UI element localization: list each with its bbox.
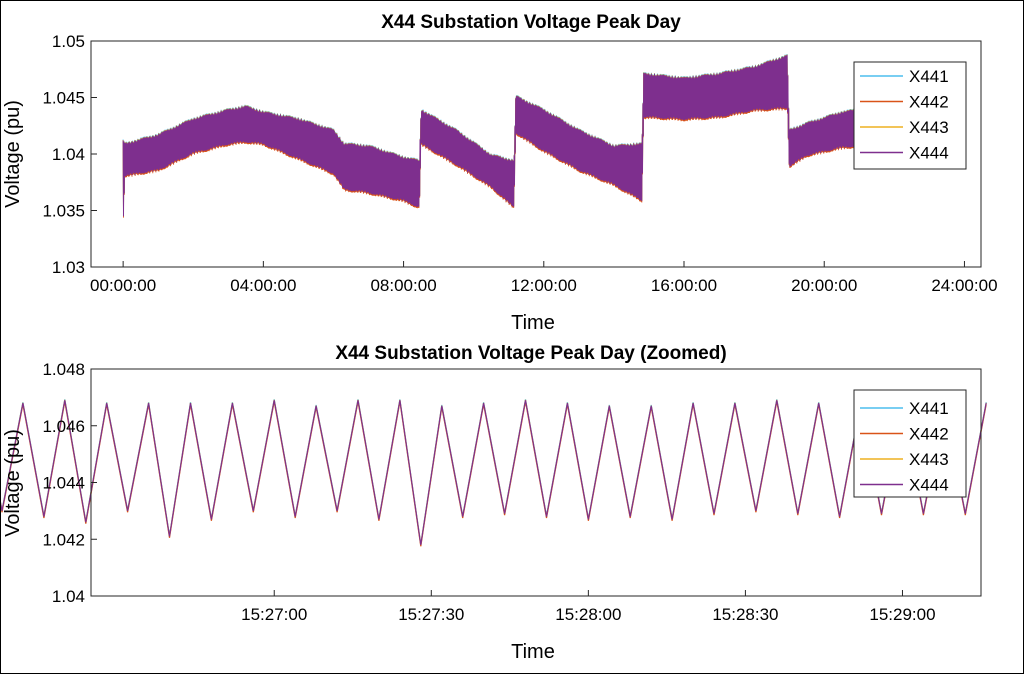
x-tick-label: 12:00:00: [511, 276, 577, 295]
chart-bottom-legend: X441 X442 X443 X444: [853, 389, 967, 498]
chart-bottom-x-ticks: 15:27:00 15:27:30 15:28:00 15:28:30 15:29:00: [241, 590, 936, 624]
x-tick-label: 20:00:00: [791, 276, 857, 295]
chart-top-x-label: Time: [511, 312, 555, 334]
series-line-X441: [0, 399, 987, 545]
chart-bottom-series: [0, 399, 987, 547]
chart-bottom-y-label: Voltage (pu): [2, 429, 24, 537]
chart-top-y-label: Voltage (pu): [2, 100, 24, 208]
x-tick-label: 15:29:00: [869, 605, 935, 624]
x-tick-label: 15:27:30: [398, 605, 464, 624]
chart-top-x-ticks: 00:00:00 04:00:00 08:00:00 12:00:00 16:00:00…: [90, 261, 998, 295]
legend-label: X444: [909, 476, 949, 495]
chart-top-axes-box: [90, 40, 982, 268]
x-tick-label: 04:00:00: [230, 276, 296, 295]
x-tick-label: 15:28:00: [555, 605, 621, 624]
y-tick-label: 1.046: [42, 417, 85, 436]
legend-label: X441: [909, 67, 949, 86]
chart-top-legend-box: [853, 61, 967, 170]
chart-top-legend: X441 X442 X443 X444: [853, 61, 967, 170]
chart-bottom: X44 Substation Voltage Peak Day (Zoomed)…: [0, 343, 987, 663]
x-tick-label: 24:00:00: [931, 276, 997, 295]
y-tick-label: 1.05: [52, 32, 85, 51]
chart-top-series: [122, 53, 895, 218]
chart-bottom-axes-box: [90, 368, 982, 597]
y-tick-label: 1.045: [42, 89, 85, 108]
series-line-X442: [0, 401, 987, 547]
x-tick-label: 15:27:00: [241, 605, 307, 624]
chart-bottom-title: X44 Substation Voltage Peak Day (Zoomed): [335, 343, 726, 364]
series-line-X444: [0, 400, 987, 545]
legend-label: X442: [909, 93, 949, 112]
series-line-X443: [0, 399, 987, 545]
legend-label: X443: [909, 450, 949, 469]
series-line-X444: [122, 54, 895, 217]
y-tick-label: 1.03: [52, 258, 85, 277]
legend-label: X443: [909, 118, 949, 137]
y-tick-label: 1.042: [42, 530, 85, 549]
legend-label: X442: [909, 425, 949, 444]
y-tick-label: 1.04: [52, 145, 85, 164]
chart-top-title: X44 Substation Voltage Peak Day: [381, 12, 681, 33]
x-tick-label: 00:00:00: [90, 276, 156, 295]
chart-top: X44 Substation Voltage Peak Day 1.031.03…: [2, 12, 998, 334]
y-tick-label: 1.048: [42, 360, 85, 379]
x-tick-label: 16:00:00: [651, 276, 717, 295]
chart-bottom-x-label: Time: [511, 641, 555, 663]
x-tick-label: 08:00:00: [370, 276, 436, 295]
y-tick-label: 1.04: [52, 587, 85, 606]
y-tick-label: 1.035: [42, 202, 85, 221]
x-tick-label: 15:28:30: [712, 605, 778, 624]
legend-label: X441: [909, 399, 949, 418]
y-tick-label: 1.044: [42, 474, 85, 493]
legend-label: X444: [909, 144, 949, 163]
chart-bottom-y-ticks: 1.04 1.042 1.044 1.046 1.048: [42, 360, 97, 606]
chart-top-y-ticks: 1.03 1.035 1.04 1.045 1.05: [42, 32, 97, 277]
